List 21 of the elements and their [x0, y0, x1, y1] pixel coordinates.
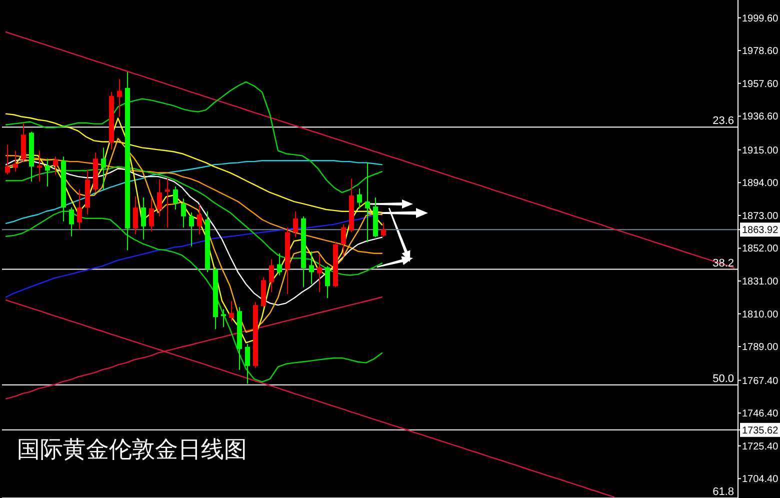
y-tick-label: 1915.00 — [742, 145, 779, 156]
text: 国际黄金伦敦金日线图 — [17, 436, 247, 465]
y-tick-label: 1852.00 — [742, 244, 779, 255]
annotation: 50.0 — [712, 372, 734, 385]
y-tick-label: 1999.60 — [742, 13, 779, 24]
y-tick-label: 1863.92 — [742, 225, 779, 236]
y-tick-label: 1725.40 — [742, 441, 779, 452]
y-tick-label: 1978.60 — [742, 46, 779, 58]
y-tick-label: 1746.40 — [742, 408, 779, 420]
y-tick-label: 1936.60 — [742, 112, 779, 123]
y-tick-label: 1831.00 — [742, 276, 779, 288]
y-tick-label: 1735.62 — [742, 425, 779, 436]
y-tick-label: 1704.40 — [742, 474, 779, 486]
y-tick-label: 1789.00 — [742, 342, 779, 354]
y-tick-label: 1767.40 — [742, 376, 779, 387]
annotation: 61.8 — [712, 486, 734, 498]
y-tick-label: 1810.00 — [742, 309, 779, 320]
y-tick-label: 1894.00 — [742, 178, 779, 190]
annotation: 23.6 — [712, 115, 734, 128]
y-tick-label: 1957.60 — [742, 78, 779, 90]
y-tick-label: 1873.00 — [742, 210, 779, 222]
